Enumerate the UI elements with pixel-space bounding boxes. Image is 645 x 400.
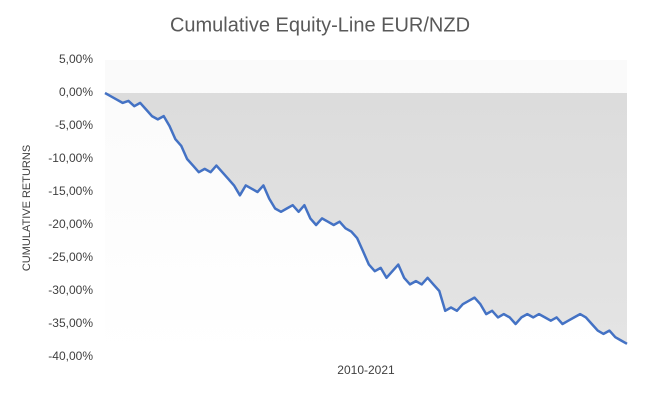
y-tick-label: -20,00%: [48, 217, 93, 231]
x-axis-title: 2010-2021: [337, 363, 395, 377]
y-tick-label: -35,00%: [48, 316, 93, 330]
y-tick-label: -25,00%: [48, 250, 93, 264]
y-tick-label: -40,00%: [48, 349, 93, 363]
y-tick-label: -15,00%: [48, 184, 93, 198]
y-tick-label: -5,00%: [55, 118, 93, 132]
chart-title: Cumulative Equity-Line EUR/NZD: [170, 14, 470, 36]
y-tick-label: -30,00%: [48, 283, 93, 297]
y-axis-title: CUMULATIVE RETURNS: [21, 145, 33, 271]
y-tick-label: 5,00%: [59, 52, 93, 66]
line: [104, 91, 628, 345]
drawdown-area: [105, 93, 627, 344]
y-tick-label: 0,00%: [59, 85, 93, 99]
y-tick-label: -10,00%: [48, 151, 93, 165]
